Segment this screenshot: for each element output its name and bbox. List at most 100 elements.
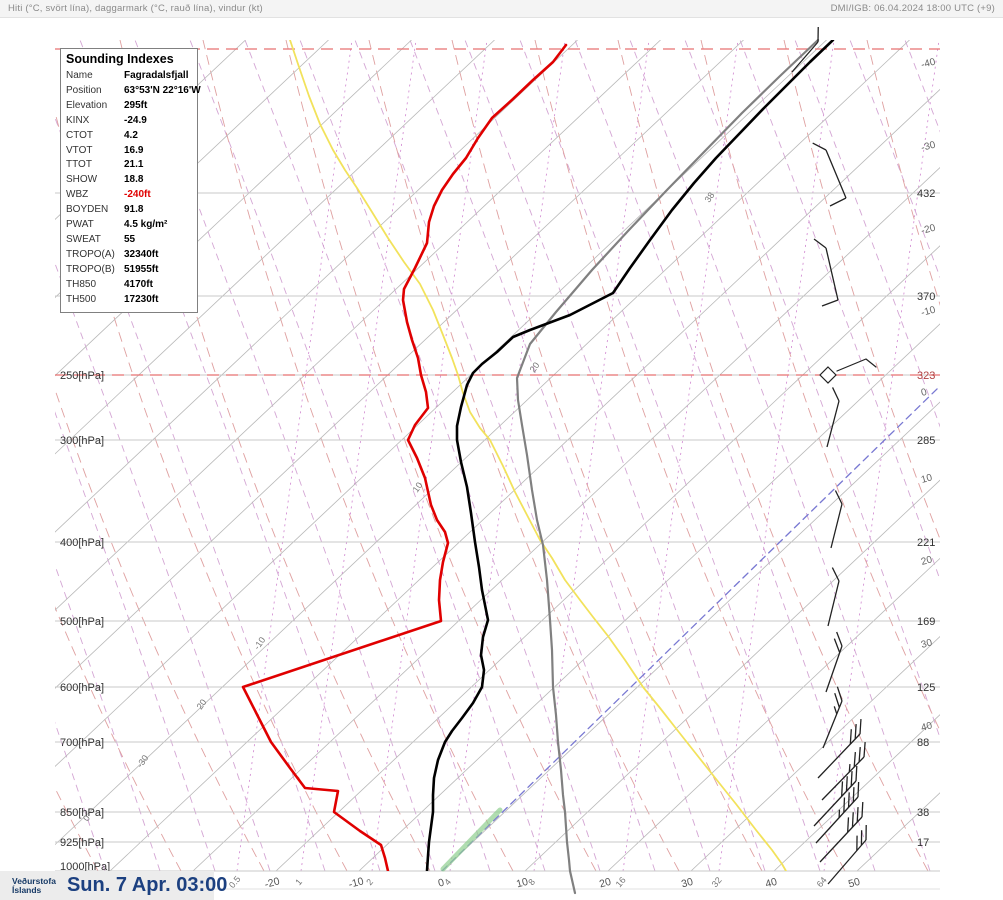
- index-row: TH500 17230ft: [66, 293, 192, 308]
- axis-label: 32: [710, 875, 724, 889]
- axis-label: 850[hPa]: [60, 807, 104, 819]
- axis-label: 64: [815, 875, 829, 889]
- index-value: -24.9: [124, 114, 147, 126]
- wind-barb: [813, 765, 858, 827]
- index-row: TROPO(B) 51955ft: [66, 263, 192, 278]
- axis-label: 1: [293, 877, 304, 887]
- indexes-title: Sounding Indexes: [66, 52, 174, 66]
- index-row: TTOT 21.1: [66, 158, 192, 173]
- index-value: 4.2: [124, 129, 138, 141]
- axis-label: 38: [703, 190, 717, 204]
- axis-label: 4: [442, 877, 453, 887]
- axis-label: -20: [920, 222, 937, 236]
- wind-barb: [813, 238, 839, 307]
- wind-barb: [826, 387, 840, 448]
- vedurstofa-logo-text: Veðurstofa Íslands: [12, 876, 56, 895]
- axis-label: 30: [920, 637, 934, 651]
- axis-label: 700[hPa]: [60, 737, 104, 749]
- axis-label: 125: [917, 682, 935, 694]
- index-value: 21.1: [124, 159, 144, 171]
- axis-label: 17: [917, 837, 929, 849]
- axis-label: 20: [195, 697, 209, 711]
- sounding-indexes-box: Sounding Indexes Name Fagradalsfjall Posit…: [60, 48, 201, 313]
- calm-diamond-marker: [819, 366, 837, 384]
- axis-label: 323: [917, 370, 935, 382]
- wind-barb: [827, 824, 867, 885]
- axis-label: -30: [920, 139, 937, 153]
- index-value: 4170ft: [124, 278, 153, 290]
- index-value: -240ft: [124, 189, 151, 201]
- footer-date-box: Veðurstofa Íslands Sun. 7 Apr. 03:00: [0, 871, 227, 900]
- header-legend: Hiti (°C, svört lína), daggarmark (°C, r…: [8, 3, 263, 14]
- index-label: Position: [66, 84, 102, 96]
- zero-isotherm-blue-dashed: [441, 387, 939, 871]
- height-axis-labels: 432 370 323 285 221 169 125 88 38 17: [917, 188, 935, 849]
- axis-label: -40: [920, 56, 937, 70]
- axis-label: 50: [847, 876, 862, 891]
- axis-label: 10: [411, 480, 425, 494]
- index-value: 91.8: [124, 204, 144, 216]
- index-label: VTOT: [66, 144, 93, 156]
- axis-label: 432: [917, 188, 935, 200]
- axis-label: 0: [437, 877, 446, 890]
- axis-label: 16: [614, 875, 628, 889]
- axis-label: 400[hPa]: [60, 537, 104, 549]
- axis-label: 0.5: [227, 874, 243, 890]
- index-row: SHOW 18.8: [66, 173, 192, 188]
- axis-label: 2: [364, 877, 375, 887]
- wind-barb: [815, 781, 860, 844]
- index-row: TH850 4170ft: [66, 278, 192, 293]
- index-label: TROPO(B): [66, 263, 115, 275]
- index-label: SHOW: [66, 174, 98, 186]
- index-value: 295ft: [124, 99, 148, 111]
- axis-label: 38: [917, 807, 929, 819]
- index-value: 32340ft: [124, 248, 159, 260]
- axis-label: 285: [917, 435, 935, 447]
- index-label: PWAT: [66, 219, 94, 231]
- logo-line2: Íslands: [12, 884, 42, 895]
- axis-label: 169: [917, 616, 935, 628]
- index-value: Fagradalsfjall: [124, 70, 189, 81]
- axis-label: 20: [598, 876, 613, 891]
- wind-barb: [827, 567, 840, 627]
- index-row: Position 63°53'N 22°16'W: [66, 84, 201, 99]
- axis-label: -10: [347, 875, 365, 891]
- axis-label: 500[hPa]: [60, 616, 104, 628]
- index-row: PWAT 4.5 kg/m²: [66, 218, 192, 233]
- wind-barb: [819, 801, 864, 863]
- axis-label: 8: [526, 877, 537, 887]
- axis-label: 925[hPa]: [60, 837, 104, 849]
- axis-label: 10: [920, 472, 934, 486]
- yellow-curve: [289, 40, 787, 871]
- index-row: Elevation 295ft: [66, 99, 192, 114]
- index-row: WBZ -240ft: [66, 188, 192, 203]
- wind-barb: [825, 631, 843, 693]
- pressure-grid: [55, 192, 940, 890]
- pressure-axis-labels: 250[hPa] 300[hPa] 400[hPa] 500[hPa] 600[hPa]…: [60, 370, 110, 873]
- index-label: TH500: [66, 293, 97, 305]
- index-label: TROPO(A): [66, 248, 115, 260]
- header-bar: Hiti (°C, svört lína), daggarmark (°C, r…: [0, 0, 1003, 18]
- index-value: 51955ft: [124, 263, 159, 275]
- axis-label: 88: [917, 737, 929, 749]
- axis-label: -10: [920, 304, 937, 318]
- wind-barb: [822, 686, 843, 749]
- index-row: CTOT 4.2: [66, 129, 192, 144]
- wind-barb: [830, 490, 843, 549]
- axis-label: 600[hPa]: [60, 682, 104, 694]
- wind-barb: [791, 26, 819, 73]
- axis-label: 40: [764, 876, 779, 891]
- index-row: VTOT 16.9: [66, 144, 192, 159]
- axis-label: 1000[hPa]: [60, 861, 110, 873]
- index-label: CTOT: [66, 129, 94, 141]
- isotherm-right-labels: -40 -30 -20 -10 0 10 20 30 40: [920, 56, 937, 733]
- valid-time-label: Sun. 7 Apr. 03:00: [66, 874, 228, 896]
- axis-label: 10: [515, 876, 530, 891]
- axis-label: 30: [680, 876, 695, 891]
- index-value: 16.9: [124, 144, 144, 156]
- index-value: 17230ft: [124, 293, 159, 305]
- wind-barbs: [791, 26, 877, 885]
- temperature-curve: [425, 40, 835, 871]
- index-value: 63°53'N 22°16'W: [124, 84, 201, 96]
